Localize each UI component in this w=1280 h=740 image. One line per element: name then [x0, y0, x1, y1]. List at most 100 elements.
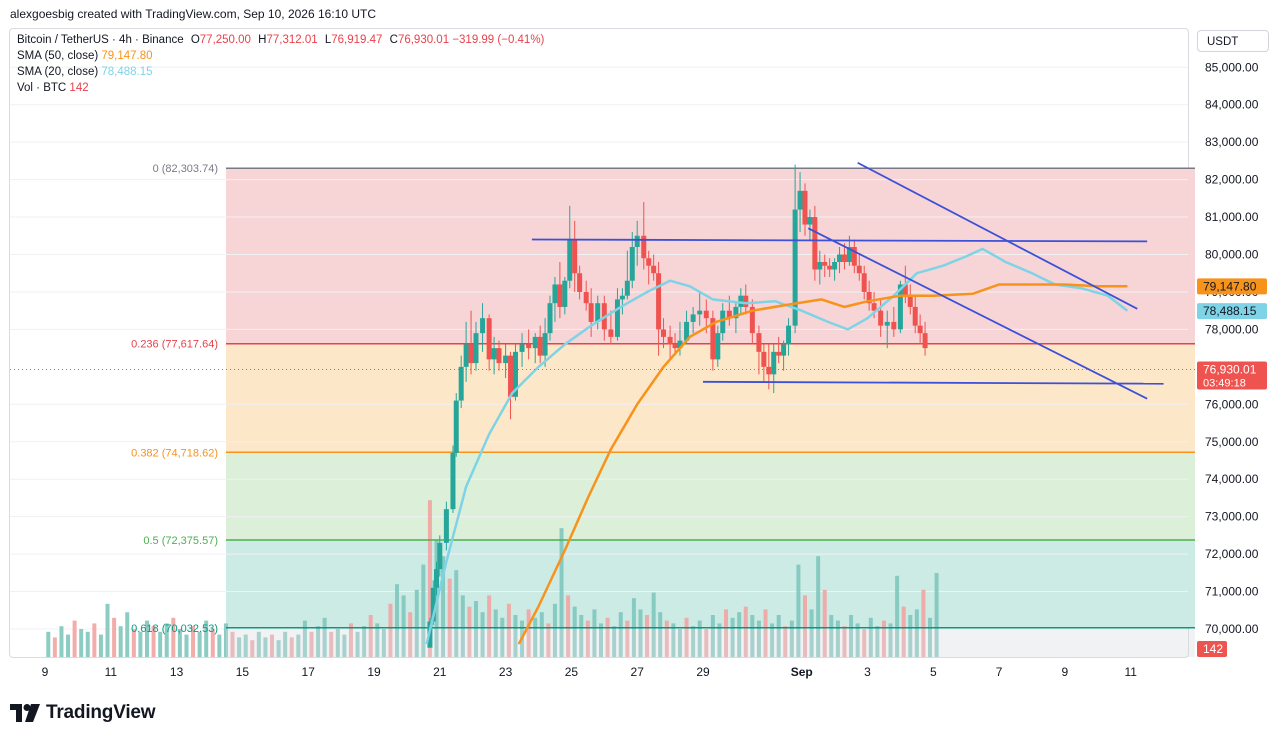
candle — [491, 348, 497, 360]
candle — [756, 333, 762, 352]
close-label: C — [389, 34, 398, 46]
volume-bar — [717, 623, 722, 657]
candle — [595, 303, 601, 322]
volume-bar — [724, 609, 729, 657]
volume-bar — [395, 584, 400, 657]
candle — [656, 273, 662, 330]
volume-bar — [579, 615, 584, 657]
candle — [519, 344, 525, 352]
volume-bar — [421, 564, 426, 657]
volume-bar — [618, 612, 623, 657]
volume-bar — [105, 603, 110, 657]
candle — [861, 273, 867, 292]
tradingview-logo-icon — [10, 704, 40, 722]
volume-bar — [375, 623, 380, 657]
volume-bar — [309, 631, 314, 657]
volume-bar — [480, 612, 485, 657]
volume-bar — [756, 620, 761, 657]
x-tick-label: 25 — [565, 665, 579, 679]
candle — [651, 265, 657, 274]
volume-bar — [243, 634, 248, 657]
volume-bar — [908, 615, 913, 657]
volume-bar — [585, 620, 590, 657]
candle — [672, 344, 678, 349]
volume-bar — [842, 626, 847, 657]
trendline-0 — [531, 238, 1148, 243]
candle — [453, 400, 459, 453]
candle — [634, 235, 640, 248]
fib-zone-2 — [226, 452, 1195, 541]
candle — [486, 318, 492, 360]
high-value: 77,312.01 — [266, 34, 318, 46]
volume-bar — [164, 623, 169, 657]
candle — [720, 310, 726, 334]
price-label-bg-2 — [1197, 361, 1267, 390]
volume-bar — [72, 620, 77, 657]
candle — [443, 509, 449, 543]
y-tick-label: 74,000.00 — [1205, 472, 1259, 486]
candle — [614, 299, 620, 337]
volume-bar — [546, 623, 551, 657]
volume-badge-bg — [1197, 641, 1227, 657]
candle — [726, 310, 732, 319]
candle — [802, 190, 808, 225]
volume-badge: 142 — [1203, 642, 1223, 656]
price-chart[interactable]: 0 (82,303.74) 0.236 (77,617.64) 0.382 (74,… — [0, 0, 1280, 700]
volume-bar — [381, 629, 386, 657]
close-value: 76,930.01 — [397, 34, 450, 46]
volume-bar — [138, 631, 143, 657]
candle — [884, 321, 890, 326]
candle — [812, 217, 818, 270]
x-tick-label: 11 — [1124, 665, 1137, 679]
symbol-label[interactable]: Bitcoin / TetherUS · 4h · Binance — [17, 34, 184, 46]
volume-row[interactable]: Vol · BTC 142 — [17, 80, 544, 96]
volume-bar — [914, 609, 919, 657]
sma20-value: 78,488.15 — [101, 66, 153, 78]
volume-bar — [263, 637, 268, 657]
volume-bar — [184, 634, 189, 657]
legend: Bitcoin / TetherUS · 4h · Binance O77,25… — [17, 32, 544, 96]
volume-bar — [388, 603, 393, 657]
open-label: O — [190, 34, 200, 46]
y-tick-label: 80,000.00 — [1205, 248, 1259, 262]
x-tick-label: 7 — [996, 665, 1003, 679]
sma50-row[interactable]: SMA (50, close) 79,147.80 — [17, 48, 544, 64]
y-tick-label: 72,000.00 — [1205, 547, 1259, 561]
volume-bar — [625, 620, 630, 657]
candle — [434, 569, 440, 588]
volume-bar — [855, 623, 860, 657]
tradingview-logo[interactable]: TradingView — [10, 702, 156, 724]
candle — [641, 235, 647, 259]
candle — [572, 239, 578, 274]
x-tick-label: 23 — [499, 665, 513, 679]
volume-label: Vol · BTC — [17, 82, 67, 94]
candle — [710, 318, 716, 360]
x-tick-label: 11 — [105, 665, 118, 679]
volume-bar — [85, 631, 90, 657]
candle — [841, 254, 847, 262]
sma20-row[interactable]: SMA (20, close) 78,488.15 — [17, 64, 544, 80]
volume-bar — [92, 623, 97, 657]
candle — [738, 295, 744, 307]
candle — [912, 306, 918, 326]
currency-button[interactable]: USDT — [1197, 30, 1269, 52]
volume-bar — [677, 629, 682, 657]
sma50-line — [517, 283, 1128, 645]
candle — [588, 303, 594, 322]
volume-bar — [283, 631, 288, 657]
volume-bar — [342, 634, 347, 657]
candle — [771, 351, 777, 375]
x-tick-label: 15 — [236, 665, 250, 679]
volume-bar — [796, 564, 801, 657]
y-tick-label: 81,000.00 — [1205, 210, 1259, 224]
volume-bar — [151, 626, 156, 657]
volume-bar — [52, 637, 57, 657]
fib-label-3: 0.5 (72,375.57) — [143, 535, 218, 547]
volume-bar — [66, 634, 71, 657]
candle — [891, 321, 897, 330]
volume-bar — [770, 623, 775, 657]
logo-text: TradingView — [46, 702, 156, 723]
x-tick-label: 9 — [42, 665, 49, 679]
candle — [766, 366, 772, 375]
volume-bar — [605, 617, 610, 657]
